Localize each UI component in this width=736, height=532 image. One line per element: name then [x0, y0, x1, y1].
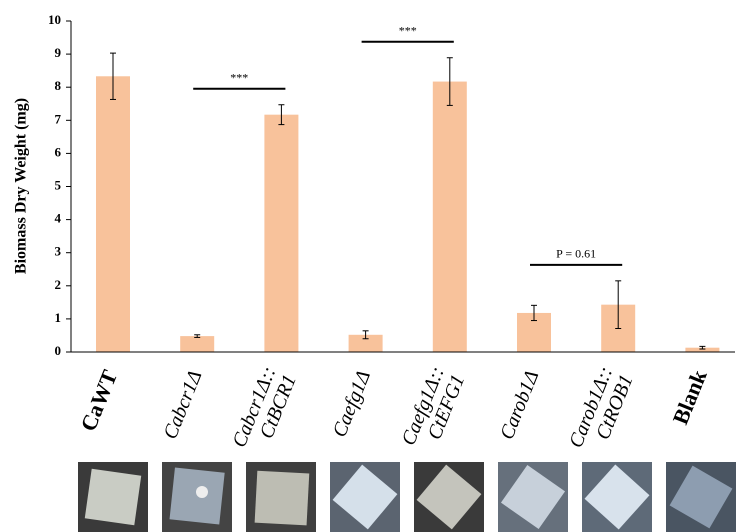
- y-tick-label: 6: [55, 144, 62, 159]
- bar: [264, 115, 298, 352]
- y-tick-label: 0: [55, 343, 62, 358]
- y-tick-label: 9: [55, 45, 62, 60]
- y-tick-label: 1: [55, 310, 62, 325]
- y-tick-label: 2: [55, 277, 62, 292]
- y-tick-label: 7: [55, 111, 62, 126]
- bar: [180, 336, 214, 352]
- bar: [96, 76, 130, 352]
- y-tick-label: 3: [55, 244, 62, 259]
- x-tick-label-line: Caefg1Δ: [328, 367, 374, 440]
- x-tick-label: Caefg1Δ::CtEFG1: [397, 363, 469, 456]
- x-tick-label: Caefg1Δ: [328, 367, 374, 440]
- annotation: ***: [230, 70, 248, 84]
- x-tick-label: Cabcr1Δ: [159, 367, 206, 442]
- x-tick-label-line: Cabcr1Δ: [159, 367, 206, 442]
- x-tick-label: Carob1Δ: [495, 367, 542, 442]
- annotation: ***: [399, 23, 417, 37]
- x-tick-label-line: Carob1Δ: [495, 367, 542, 442]
- y-tick-label: 4: [55, 211, 62, 226]
- y-tick-label: 8: [55, 78, 62, 93]
- x-tick-label: Carob1Δ::CtROB1: [564, 363, 637, 459]
- x-tick-label: Blank: [667, 366, 712, 428]
- y-axis-title: Biomass Dry Weight (mg): [13, 98, 30, 274]
- x-tick-label: CaWT: [75, 366, 122, 435]
- x-tick-label-line: CaWT: [75, 366, 122, 435]
- y-tick-label: 5: [55, 177, 62, 192]
- photos: [78, 462, 736, 532]
- x-tick-label-line: Blank: [667, 366, 712, 428]
- x-tick-label: Cabcr1Δ::CtBCR1: [228, 363, 301, 458]
- bar: [433, 82, 467, 352]
- chart: Biomass Dry Weight (mg) 0 1 2 3 4 5 6 7 8 9 10 CaWT…: [0, 0, 736, 532]
- annotation: P = 0.61: [556, 247, 596, 261]
- y-tick-label: 10: [48, 12, 61, 27]
